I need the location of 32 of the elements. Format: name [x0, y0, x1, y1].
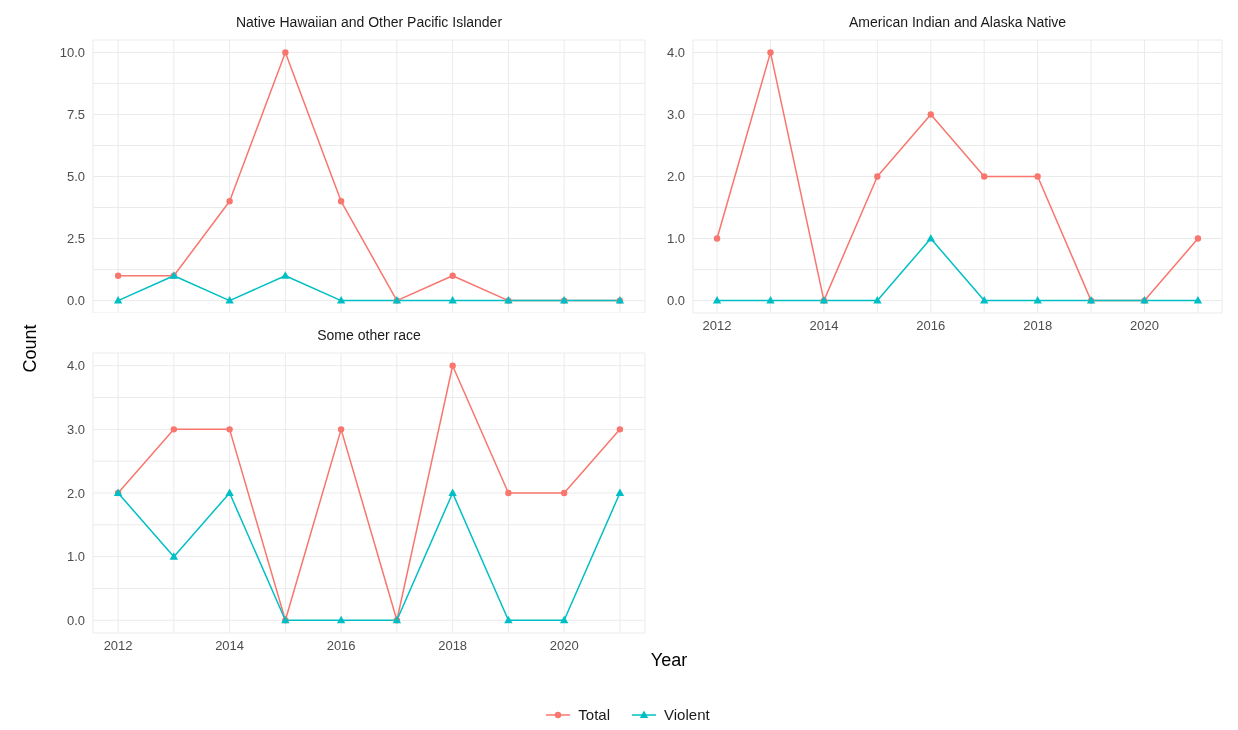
x-tick-label: 2016: [326, 638, 356, 654]
y-tick-label: 1.0: [666, 231, 685, 247]
x-tick-label: 2020: [1130, 318, 1159, 334]
y-tick-label: 2.0: [666, 169, 685, 185]
y-tick-label: 7.5: [66, 107, 85, 123]
y-tick-label: 4.0: [666, 45, 685, 61]
y-tick-label: 3.0: [66, 421, 85, 437]
y-tick-label: 4.0: [66, 358, 85, 374]
x-tick-label: 2012: [702, 318, 732, 334]
y-tick-label: 1.0: [66, 549, 85, 565]
chart-title: American Indian and Alaska Native: [847, 14, 1068, 30]
y-tick-label: 5.0: [66, 169, 85, 185]
x-tick-label: 2014: [809, 318, 839, 334]
y-tick-label: 2.0: [66, 485, 85, 501]
y-tick-label: 0.0: [66, 612, 85, 628]
legend-label: Total: [578, 706, 611, 723]
y-axis-title: Count: [19, 323, 41, 375]
x-tick-label: 2016: [916, 318, 946, 334]
chart-title: Some other race: [316, 327, 422, 343]
x-tick-label: 2018: [438, 638, 468, 654]
legend-label: Violent: [664, 706, 710, 723]
y-tick-label: 2.5: [66, 231, 85, 247]
x-tick-label: 2014: [215, 638, 245, 654]
x-axis-title: Year: [650, 650, 688, 670]
x-tick-label: 2020: [549, 638, 579, 654]
y-tick-label: 3.0: [666, 107, 685, 123]
chart-title: Native Hawaiian and Other Pacific Islander: [234, 14, 504, 30]
y-tick-label: 0.0: [66, 293, 85, 309]
y-tick-label: 10.0: [59, 45, 85, 61]
y-tick-label: 0.0: [666, 293, 685, 309]
x-tick-label: 2018: [1023, 318, 1053, 334]
x-tick-label: 2012: [103, 638, 133, 654]
